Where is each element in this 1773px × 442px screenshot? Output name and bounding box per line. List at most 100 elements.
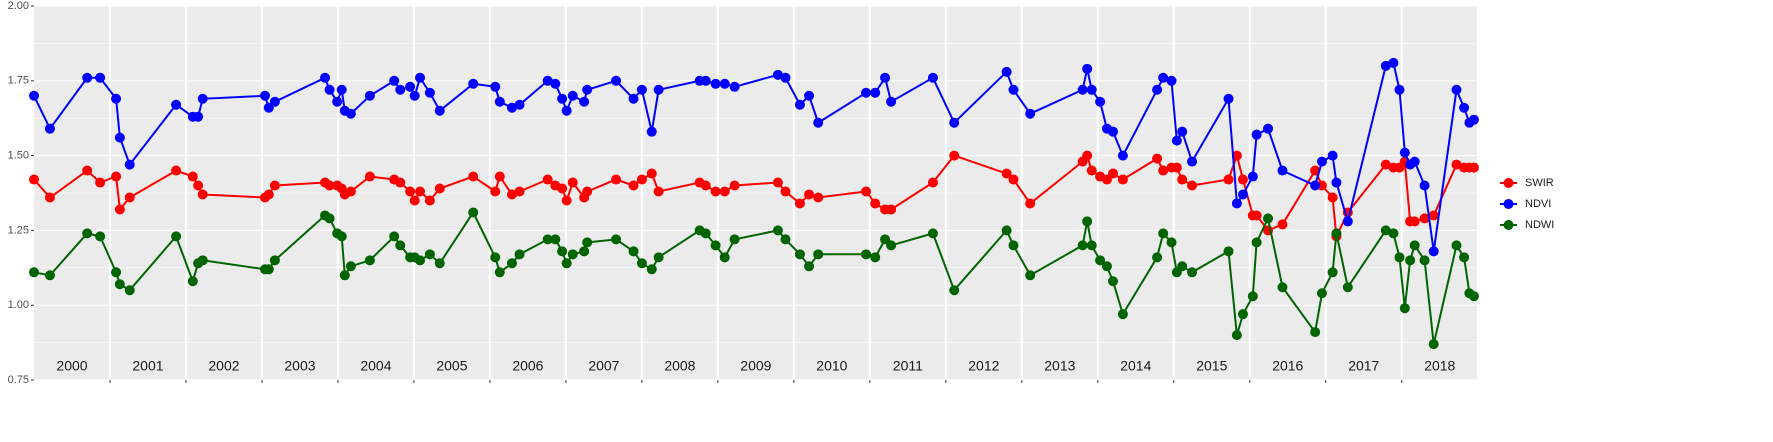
point <box>1077 84 1088 95</box>
point <box>1025 108 1036 119</box>
point <box>886 204 897 215</box>
year-label: 2007 <box>588 358 619 374</box>
point <box>1223 174 1234 185</box>
point <box>1095 96 1106 107</box>
point <box>611 174 622 185</box>
point <box>1380 159 1391 170</box>
point <box>269 96 280 107</box>
point <box>719 186 730 197</box>
point <box>1327 192 1338 203</box>
year-label: 2002 <box>208 358 239 374</box>
point <box>611 75 622 86</box>
point <box>772 225 783 236</box>
point <box>1247 291 1258 302</box>
year-label: 2009 <box>740 358 771 374</box>
point <box>1025 270 1036 281</box>
point <box>29 267 39 278</box>
point <box>345 186 356 197</box>
point <box>494 96 505 107</box>
y-tick-label: 1.00 <box>8 299 29 311</box>
point <box>636 258 647 269</box>
point <box>557 183 568 194</box>
point <box>1187 267 1198 278</box>
point <box>364 171 375 182</box>
point <box>197 189 208 200</box>
point <box>949 150 960 161</box>
point <box>82 165 93 176</box>
year-label: 2003 <box>284 358 315 374</box>
point <box>434 258 445 269</box>
point <box>114 279 125 290</box>
point <box>1008 174 1019 185</box>
point <box>336 231 347 242</box>
y-tick-label: 1.25 <box>8 224 29 236</box>
point <box>1419 213 1430 224</box>
point <box>772 69 783 80</box>
point <box>506 102 517 113</box>
point <box>794 198 805 209</box>
point <box>187 171 198 182</box>
point <box>646 126 657 137</box>
point <box>269 255 280 266</box>
point <box>263 264 274 275</box>
point <box>1247 171 1258 182</box>
point <box>1231 330 1242 341</box>
point <box>111 93 122 104</box>
point <box>927 72 938 83</box>
point <box>1166 75 1177 86</box>
point <box>415 255 426 266</box>
point <box>193 180 204 191</box>
point <box>1428 246 1439 257</box>
point <box>542 234 553 245</box>
point <box>124 159 135 170</box>
legend-key-point <box>1503 178 1514 188</box>
point <box>1468 114 1479 125</box>
point <box>1251 129 1262 140</box>
point <box>424 249 435 260</box>
point <box>804 90 815 101</box>
point <box>44 123 55 134</box>
point <box>804 261 815 272</box>
year-label: 2000 <box>56 358 87 374</box>
point <box>567 177 578 188</box>
point <box>197 93 208 104</box>
year-label: 2017 <box>1348 358 1379 374</box>
point <box>719 78 730 89</box>
point <box>1152 84 1163 95</box>
point <box>1409 156 1420 167</box>
legend: SWIR NDVI NDWI <box>1500 177 1554 231</box>
point <box>409 90 420 101</box>
point <box>646 168 657 179</box>
point <box>861 87 872 98</box>
y-tick-label: 0.75 <box>8 374 29 386</box>
point <box>1095 255 1106 266</box>
point <box>729 81 740 92</box>
point <box>794 99 805 110</box>
point <box>1388 57 1399 68</box>
point <box>1008 240 1019 251</box>
point <box>636 84 647 95</box>
point <box>561 105 572 116</box>
point <box>1117 174 1128 185</box>
point <box>567 249 578 260</box>
point <box>813 117 824 128</box>
point <box>395 177 406 188</box>
point <box>880 72 891 83</box>
point <box>557 246 568 257</box>
point <box>44 192 55 203</box>
point <box>628 246 639 257</box>
year-label: 2010 <box>816 358 847 374</box>
point <box>320 72 331 83</box>
point <box>468 207 479 218</box>
point <box>415 72 426 83</box>
point <box>514 249 525 260</box>
point <box>364 255 375 266</box>
point <box>345 108 356 119</box>
point <box>1237 189 1248 200</box>
point <box>780 72 791 83</box>
point <box>1082 216 1093 227</box>
point <box>1237 174 1248 185</box>
point <box>813 249 824 260</box>
year-label: 2018 <box>1424 358 1455 374</box>
legend-key-point <box>1503 220 1514 230</box>
